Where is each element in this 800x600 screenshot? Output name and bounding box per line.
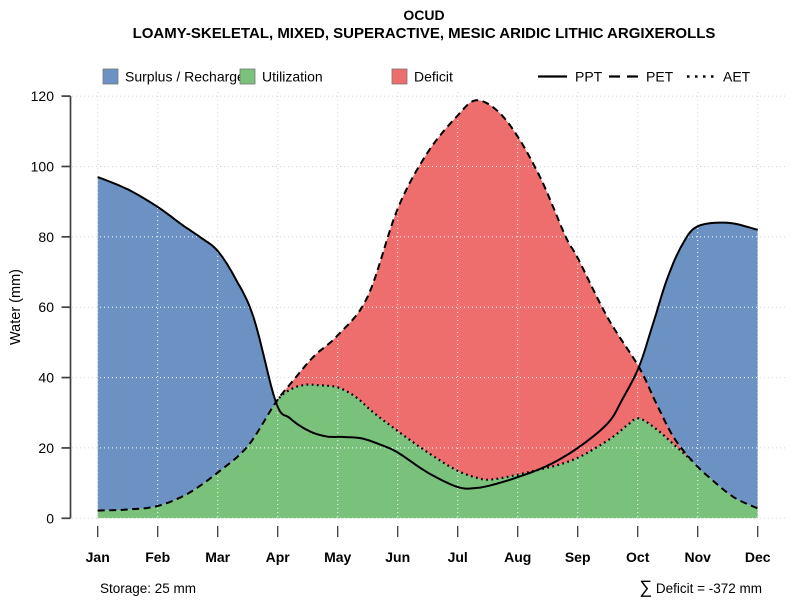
x-tick-label-jun: Jun [385,549,410,565]
x-tick-label-aug: Aug [504,549,531,565]
y-axis-labels: 0 20 40 60 80 100 120 [31,88,55,526]
legend: Surplus / Recharge Utilization Deficit P… [102,68,751,85]
ppt-curve [97,176,758,490]
x-tick-label-mar: Mar [205,549,230,565]
aet-curve [275,383,694,481]
y-tick-label-80: 80 [38,229,54,245]
x-tick-label-nov: Nov [684,549,711,565]
surplus-area-autumn [638,222,758,509]
y-tick-label-0: 0 [46,510,54,526]
legend-swatch-utilization [239,68,256,85]
y-tick-label-100: 100 [31,159,55,175]
storage-annotation: Storage: 25 mm [100,581,196,596]
sigma-symbol: ∑ [639,577,652,597]
y-axis-title: Water (mm) [8,269,24,345]
pet-curve [97,99,759,512]
x-tick-label-oct: Oct [626,549,650,565]
deficit-annotation-text: Deficit = -372 mm [652,581,762,596]
y-tick-label-60: 60 [38,299,54,315]
deficit-annotation: ∑ Deficit = -372 mm [639,577,762,597]
y-tick-label-20: 20 [38,440,54,456]
y-tick-label-40: 40 [38,370,54,386]
legend-label-ppt: PPT [575,69,603,85]
x-tick-label-sep: Sep [565,549,591,565]
x-tick-label-jul: Jul [448,549,468,565]
x-tick-label-apr: Apr [266,549,291,565]
deficit-area [275,100,693,480]
legend-swatch-deficit [391,68,408,85]
legend-label-deficit: Deficit [414,69,453,85]
legend-label-pet: PET [646,69,674,85]
surplus-area-winter [97,177,276,511]
legend-label-aet: AET [723,69,751,85]
page-subtitle: LOAMY-SKELETAL, MIXED, SUPERACTIVE, MESI… [133,25,716,42]
x-tick-label-feb: Feb [145,549,170,565]
x-tick-label-may: May [324,549,351,565]
x-tick-label-dec: Dec [745,549,771,565]
x-axis-labels: Jan Feb Mar Apr May Jun Jul Aug Sep Oct … [86,549,771,565]
area-fills [97,100,758,519]
page-title: OCUD [403,7,444,23]
plot-graphics [61,92,787,537]
curves [97,99,759,512]
y-tick-label-120: 120 [31,88,55,104]
legend-swatch-surplus [102,68,119,85]
x-tick-label-jan: Jan [86,549,110,565]
axes [61,95,759,537]
utilization-area [97,384,758,519]
legend-label-surplus: Surplus / Recharge [125,69,245,85]
legend-label-utilization: Utilization [262,69,323,85]
